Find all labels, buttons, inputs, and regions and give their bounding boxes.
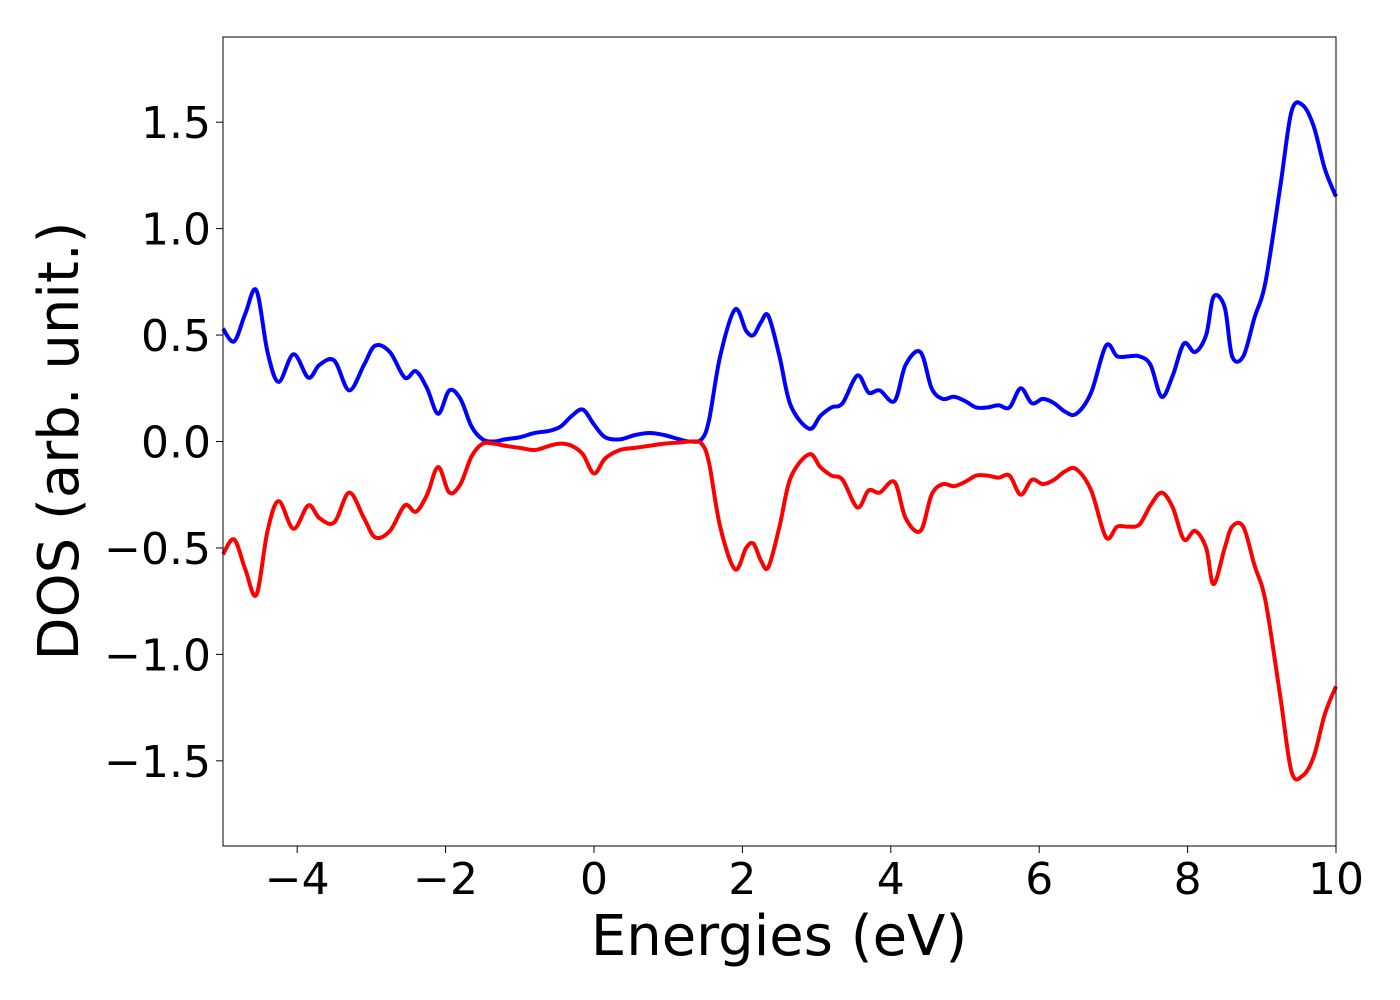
x-tick-label: 8 bbox=[1174, 854, 1202, 905]
series-layer bbox=[221, 100, 1338, 782]
plot-frame bbox=[222, 36, 1337, 847]
y-tick-label: −0.5 bbox=[104, 524, 211, 575]
y-tick-label: 0.5 bbox=[141, 311, 211, 362]
y-tick-label: 1.0 bbox=[141, 205, 211, 256]
x-tick-label: 2 bbox=[728, 854, 756, 905]
y-tick-label: 1.5 bbox=[141, 98, 211, 149]
y-tick-label: 0.0 bbox=[141, 418, 211, 469]
y-tick-label: −1.5 bbox=[104, 737, 211, 788]
y-tick-label: −1.0 bbox=[104, 630, 211, 681]
x-axis-ticks: −4 −2 0 2 4 6 8 10 bbox=[265, 846, 1364, 905]
y-axis-ticks: 1.5 1.0 0.5 0.0 −0.5 −1.0 −1.5 bbox=[104, 98, 223, 788]
x-tick-label: 10 bbox=[1308, 854, 1364, 905]
x-tick-label: −2 bbox=[413, 854, 478, 905]
x-tick-label: 6 bbox=[1025, 854, 1053, 905]
series-line-0 bbox=[221, 100, 1338, 444]
y-axis-label: DOS (arb. unit.) bbox=[27, 221, 92, 660]
x-tick-label: −4 bbox=[265, 854, 330, 905]
x-tick-label: 0 bbox=[580, 854, 608, 905]
series-line-1 bbox=[221, 439, 1338, 782]
x-tick-label: 4 bbox=[877, 854, 905, 905]
x-axis-label: Energies (eV) bbox=[591, 904, 967, 969]
